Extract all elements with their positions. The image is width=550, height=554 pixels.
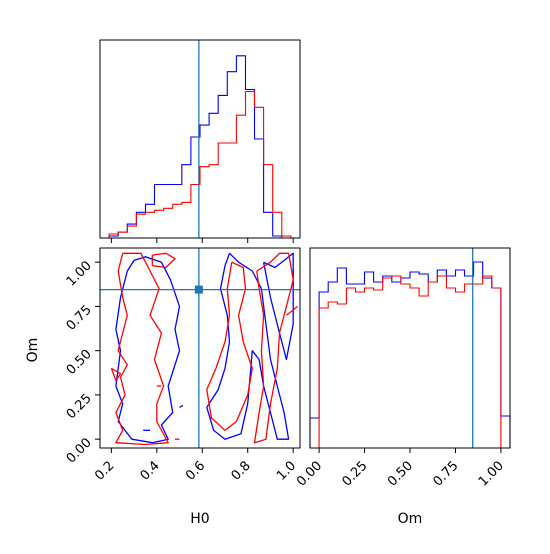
joint-xtick-label: 0.2 xyxy=(92,458,117,483)
joint-y-ticks: 0.00 0.25 0.50 0.75 1.00 xyxy=(64,258,100,466)
joint-panel: 0.2 0.4 0.6 0.8 1.0 0.000.250.500.751.00 H0 … xyxy=(25,247,301,527)
joint-ytick-label: 0.50 xyxy=(64,347,95,378)
contour-blue xyxy=(115,256,181,444)
contour-blue xyxy=(262,252,294,361)
joint-truth-marker xyxy=(194,285,203,294)
y-axis-label-om: Om xyxy=(25,338,41,363)
contour-red xyxy=(115,252,169,446)
om-xtick-label: 0.75 xyxy=(430,458,461,489)
joint-ytick-label: 1.00 xyxy=(64,258,95,289)
h0-histograms xyxy=(100,55,300,239)
om-xtick-label: 1.00 xyxy=(476,458,507,489)
om-histograms xyxy=(309,261,511,449)
joint-xtick-label: 0.8 xyxy=(229,458,254,483)
om-histogram-red xyxy=(310,275,510,449)
h0-histogram-red xyxy=(100,90,300,239)
h0-histogram-blue xyxy=(100,55,300,239)
joint-panel-frame xyxy=(99,247,301,449)
contour-blue xyxy=(179,404,184,408)
contour-red xyxy=(285,305,299,316)
contour-red xyxy=(253,252,294,444)
om-histogram-blue xyxy=(309,261,511,448)
joint-contours xyxy=(110,252,299,446)
om-xtick-label: 0.25 xyxy=(340,458,371,489)
contour-red xyxy=(110,367,122,382)
joint-xtick-label: 0.4 xyxy=(138,458,163,483)
om-marginal-panel: 0.00 0.25 0.50 0.75 1.00 Om xyxy=(294,247,511,527)
contour-red xyxy=(206,261,253,431)
x-axis-label-om: Om xyxy=(398,511,423,527)
joint-ytick-label: 0.75 xyxy=(64,303,95,334)
h0-top-ticks xyxy=(110,238,294,243)
joint-x-ticks: 0.2 0.4 0.6 0.8 1.0 xyxy=(92,448,299,484)
om-panel-frame xyxy=(309,247,511,449)
joint-ytick-label: 0.25 xyxy=(64,391,95,422)
h0-panel-frame xyxy=(99,39,301,239)
contour-blue xyxy=(206,252,290,440)
h0-marginal-panel xyxy=(99,39,301,243)
contour-red xyxy=(151,252,176,269)
joint-xtick-label: 0.6 xyxy=(183,458,208,483)
joint-ytick-label: 0.00 xyxy=(64,435,95,466)
om-xtick-label: 0.00 xyxy=(294,458,325,489)
om-xtick-label: 0.50 xyxy=(385,458,416,489)
om-x-ticks: 0.00 0.25 0.50 0.75 1.00 xyxy=(294,448,507,490)
x-axis-label-h0: H0 xyxy=(190,511,209,527)
